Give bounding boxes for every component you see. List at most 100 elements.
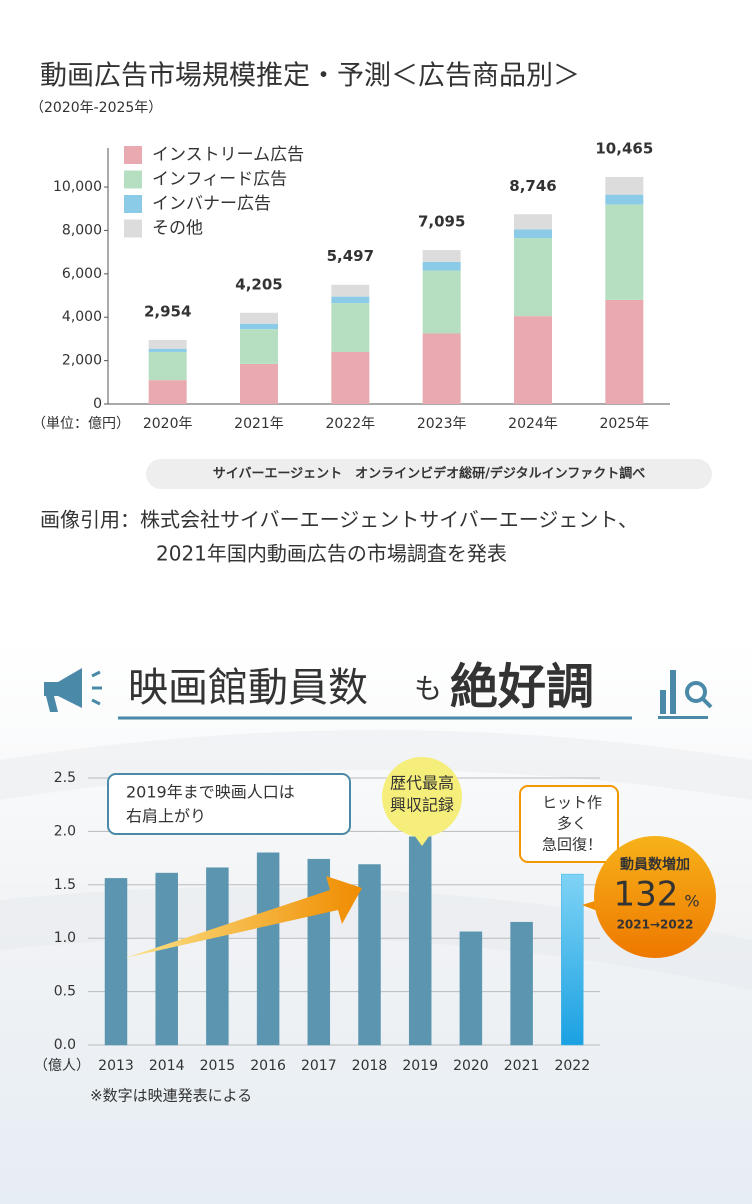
x-tick-label: 2017 [301,1058,337,1074]
x-tick-label: 2023年 [417,416,467,432]
heading-part: も [414,672,442,705]
y-tick-label: 1.5 [54,877,76,893]
y-tick-label: 2.0 [54,823,76,839]
badge-sub: 2021→2022 [617,918,694,932]
chart-subtitle: （2020年-2025年） [30,100,162,116]
y-tick-label: 0.5 [54,984,76,1000]
bar-segment [148,380,187,404]
bar-segment [148,339,187,349]
callout-text: 歴代最高 [390,774,454,793]
bar-segment [422,261,461,271]
bar-segment [605,194,644,205]
source: サイバーエージェント オンラインビデオ総研/デジタルインファクト調べ [213,466,646,482]
callout-box [519,785,619,863]
heading-part: 絶好調 [450,659,594,715]
bar-segment [148,348,187,352]
bar [104,878,128,1046]
legend-swatch [124,146,142,164]
legend-swatch [124,219,142,238]
x-tick-label: 2018 [352,1058,388,1074]
bar [408,836,432,1046]
badge [594,836,716,958]
callout-text: 急回復！ [542,836,602,854]
bar-segment [422,333,461,404]
legend-label: インフィード広告 [152,170,287,190]
total-label: 5,497 [327,247,374,265]
bar-segment [240,329,278,364]
cinema-chart: 映画館動員数 も絶好調 0.0 0.5 1.0 1.5 2.0 2.5 （億人） 2013 2014… [34,659,716,1105]
callout-box [107,773,351,835]
bar-segment [422,270,461,334]
bar-segment [422,250,461,262]
badge-unit: % [684,892,699,911]
legend-label: インバナー広告 [152,194,271,214]
note: ※数字は映連発表による [90,1087,252,1105]
x-tick-label: 2015 [200,1058,236,1074]
x-tick-label: 2022 [554,1058,590,1074]
y-tick-label: 1.0 [54,930,76,946]
bar-segment [148,351,187,381]
bar-segment [331,296,370,304]
bar-segment [240,363,278,404]
bar [358,864,381,1046]
x-tick-label: 2020年 [143,416,193,432]
legend-swatch [124,170,142,189]
callout-bubble [382,757,462,837]
x-tick-label: 2025年 [600,416,650,432]
bar [561,873,584,1046]
citation-line: 画像引用：株式会社サイバーエージェントサイバーエージェント、 [40,508,638,532]
megaphone-waves [91,670,102,706]
bar-segment [240,312,278,324]
bar-segment [514,238,552,317]
y-tick-label: 0 [93,396,102,412]
callout-text: 右肩上がり [126,807,206,826]
bar [256,852,280,1046]
x-tick-label: 2021年 [234,416,284,432]
bar-segment [514,316,552,404]
megaphone-icon [44,668,82,712]
total-label: 7,095 [418,213,465,231]
y-tick-label: 4,000 [62,309,102,325]
legend-label: その他 [152,219,203,239]
x-tick-label: 2014 [149,1058,185,1074]
bar [155,872,178,1046]
callout-text: 2019年まで映画人口は [126,783,295,802]
citation-line: 2021年国内動画広告の市場調査を発表 [156,542,507,566]
bar-segment [331,284,370,297]
x-tick-label: 2013 [98,1058,134,1074]
total-label: 10,465 [595,139,653,157]
callout-text: ヒット作 [542,794,602,812]
source-box [146,459,712,489]
y-tick-label: 2.5 [54,770,76,786]
callout-pointer [412,832,432,846]
ad-market-chart: 動画広告市場規模推定・予測＜広告商品別＞ （2020年-2025年） 0 2,000 4… [30,61,712,489]
y-tick-label: 0.0 [54,1037,76,1053]
bar-segment [331,351,370,404]
y-tick-label: 10,000 [53,179,102,195]
total-label: 4,205 [235,275,282,293]
search-icon [685,681,707,703]
x-tick-label: 2016 [250,1058,286,1074]
x-tick-label: 2022年 [326,416,376,432]
search-handle [701,697,713,709]
y-tick-label: 8,000 [62,222,102,238]
bar-segment [605,299,644,404]
chart-icon [658,670,708,719]
y-tick-label: 6,000 [62,266,102,282]
y-tick-label: 2,000 [62,353,102,369]
x-tick-label: 2020 [453,1058,489,1074]
bar-segment [514,229,552,239]
legend-swatch [124,195,142,213]
bar [307,858,331,1046]
badge-value: 132 [614,875,679,915]
legend-label: インストリーム広告 [152,145,304,165]
citation: 画像引用：株式会社サイバーエージェントサイバーエージェント、 2021年国内動画広… [40,508,638,566]
unit-label: （億人） [34,1058,90,1074]
x-tick-label: 2021 [504,1058,540,1074]
bar [206,867,229,1046]
trend-arrow [125,876,362,958]
callout-text: 多く [557,815,587,833]
bar-segment [605,176,644,195]
total-label: 8,746 [509,177,556,195]
